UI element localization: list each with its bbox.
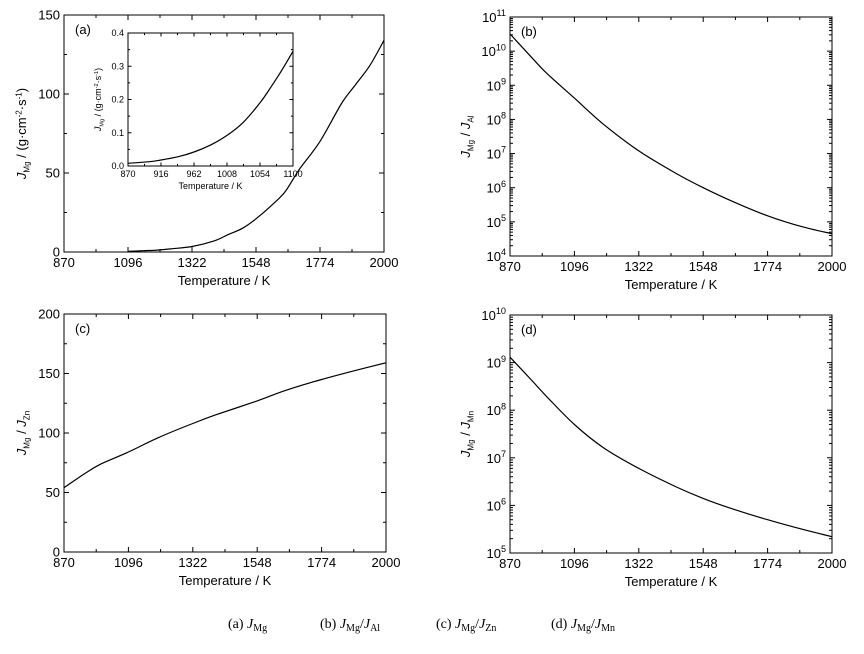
x-tick-label: 1774 — [753, 556, 782, 571]
x-tick-label: 1008 — [217, 169, 237, 179]
caption-b: (b) JMg/JAl — [320, 617, 380, 634]
y-tick-label: 108 — [486, 401, 506, 418]
x-tick-label: 2000 — [370, 255, 399, 270]
y-axis-label: JMg / JZn — [14, 411, 31, 456]
plot-frame — [509, 16, 833, 257]
x-tick-label: 1548 — [242, 255, 271, 270]
y-tick-label: 104 — [486, 247, 506, 264]
chart-b: 870 1096 1322 1548 1774 2000 104 105 106 107 108 10… — [458, 8, 846, 292]
x-tick-label: 1322 — [624, 556, 653, 571]
caption-a: (a) JMg — [228, 617, 267, 634]
series-line-0 — [127, 40, 385, 252]
y-tick-label: 150 — [38, 366, 60, 381]
y-tick-label: 107 — [486, 449, 506, 466]
x-axis-label: Temperature / K — [178, 181, 242, 191]
y-tick-label: 150 — [38, 8, 60, 23]
y-tick-label: 50 — [46, 166, 60, 181]
y-tick-label: 0.3 — [111, 61, 124, 71]
chart-a: 870 1096 1322 1548 1774 2000 0 50 100 150 (a) Tempe… — [14, 8, 398, 289]
y-tick-label: 105 — [486, 213, 506, 230]
y-tick-label: 107 — [486, 145, 506, 162]
x-tick-label: 870 — [53, 255, 75, 270]
y-tick-label: 1010 — [481, 306, 506, 323]
x-axis-label: Temperature / K — [625, 574, 718, 589]
x-tick-label: 1548 — [689, 259, 718, 274]
x-tick-label: 1096 — [114, 255, 143, 270]
x-tick-label: 1096 — [114, 555, 143, 570]
x-tick-label: 1774 — [307, 555, 336, 570]
x-tick-label: 1548 — [243, 555, 272, 570]
x-tick-label: 916 — [153, 169, 168, 179]
x-tick-label: 2000 — [818, 556, 847, 571]
y-tick-label: 0.4 — [111, 28, 124, 38]
y-tick-label: 100 — [38, 426, 60, 441]
plot-frame — [509, 314, 833, 554]
x-tick-label: 870 — [499, 259, 521, 274]
x-axis-label: Temperature / K — [178, 273, 271, 288]
series-line-0 — [509, 356, 833, 538]
panel-label: (a) — [75, 22, 91, 37]
x-axis-label: Temperature / K — [179, 573, 272, 588]
y-tick-label: 1010 — [481, 42, 506, 59]
series-line-0 — [509, 33, 833, 235]
y-tick-label: 0 — [53, 245, 60, 260]
panel-label: (c) — [75, 321, 90, 336]
x-tick-label: 2000 — [372, 555, 401, 570]
x-tick-label: 1100 — [283, 169, 302, 179]
chart-a-inset: 870 916 962 1008 1054 1100 0.0 0.1 0.2 0.3 0.4 Temp… — [93, 28, 303, 191]
figure-captions: (a) JMg (b) JMg/JAl (c) JMg/JZn (d) JMg/JMn — [228, 617, 615, 634]
y-axis-label: JMg / JMn — [458, 411, 475, 458]
y-axis-label: JMg / (g·cm-2·s-1) — [93, 68, 105, 132]
x-tick-label: 962 — [186, 169, 201, 179]
x-tick-label: 1054 — [250, 169, 270, 179]
x-tick-label: 1322 — [178, 555, 207, 570]
chart-d: 870 1096 1322 1548 1774 2000 105 106 107 108 109 10… — [458, 306, 846, 589]
x-tick-label: 2000 — [818, 259, 847, 274]
y-tick-label: 0 — [53, 545, 60, 560]
x-tick-label: 870 — [120, 169, 135, 179]
chart-c: 870 1096 1322 1548 1774 2000 0 50 100 150 200 (c) Te… — [14, 307, 400, 589]
x-tick-label: 1322 — [624, 259, 653, 274]
y-tick-label: 50 — [46, 485, 60, 500]
y-tick-label: 200 — [38, 307, 60, 322]
x-tick-label: 1774 — [306, 255, 335, 270]
inset-background — [128, 33, 293, 166]
panel-label: (b) — [521, 24, 537, 39]
x-tick-label: 1322 — [178, 255, 207, 270]
x-tick-label: 1774 — [753, 259, 782, 274]
y-tick-label: 0.0 — [111, 161, 124, 171]
x-tick-label: 870 — [53, 555, 75, 570]
y-tick-label: 105 — [486, 544, 506, 561]
y-tick-label: 106 — [486, 497, 506, 514]
x-tick-label: 1096 — [560, 556, 589, 571]
y-tick-label: 108 — [486, 111, 506, 128]
y-tick-label: 0.2 — [111, 95, 124, 105]
y-tick-label: 109 — [486, 354, 506, 371]
y-axis-label: JMg / JAl — [458, 115, 475, 158]
y-axis-label: JMg / (g·cm-2·s-1) — [14, 88, 31, 180]
y-tick-label: 1011 — [482, 8, 506, 25]
y-tick-label: 109 — [486, 76, 506, 93]
x-tick-label: 870 — [499, 556, 521, 571]
plot-frame — [63, 313, 387, 553]
caption-c: (c) JMg/JZn — [436, 617, 496, 634]
series-line-0 — [127, 50, 294, 164]
x-tick-label: 1548 — [689, 556, 718, 571]
y-tick-label: 100 — [38, 87, 60, 102]
panel-label: (d) — [521, 322, 537, 337]
series-line-0 — [63, 362, 387, 489]
caption-d: (d) JMg/JMn — [551, 617, 615, 634]
x-tick-label: 1096 — [560, 259, 589, 274]
y-tick-label: 0.1 — [111, 128, 124, 138]
y-tick-label: 106 — [486, 179, 506, 196]
x-axis-label: Temperature / K — [625, 277, 718, 292]
